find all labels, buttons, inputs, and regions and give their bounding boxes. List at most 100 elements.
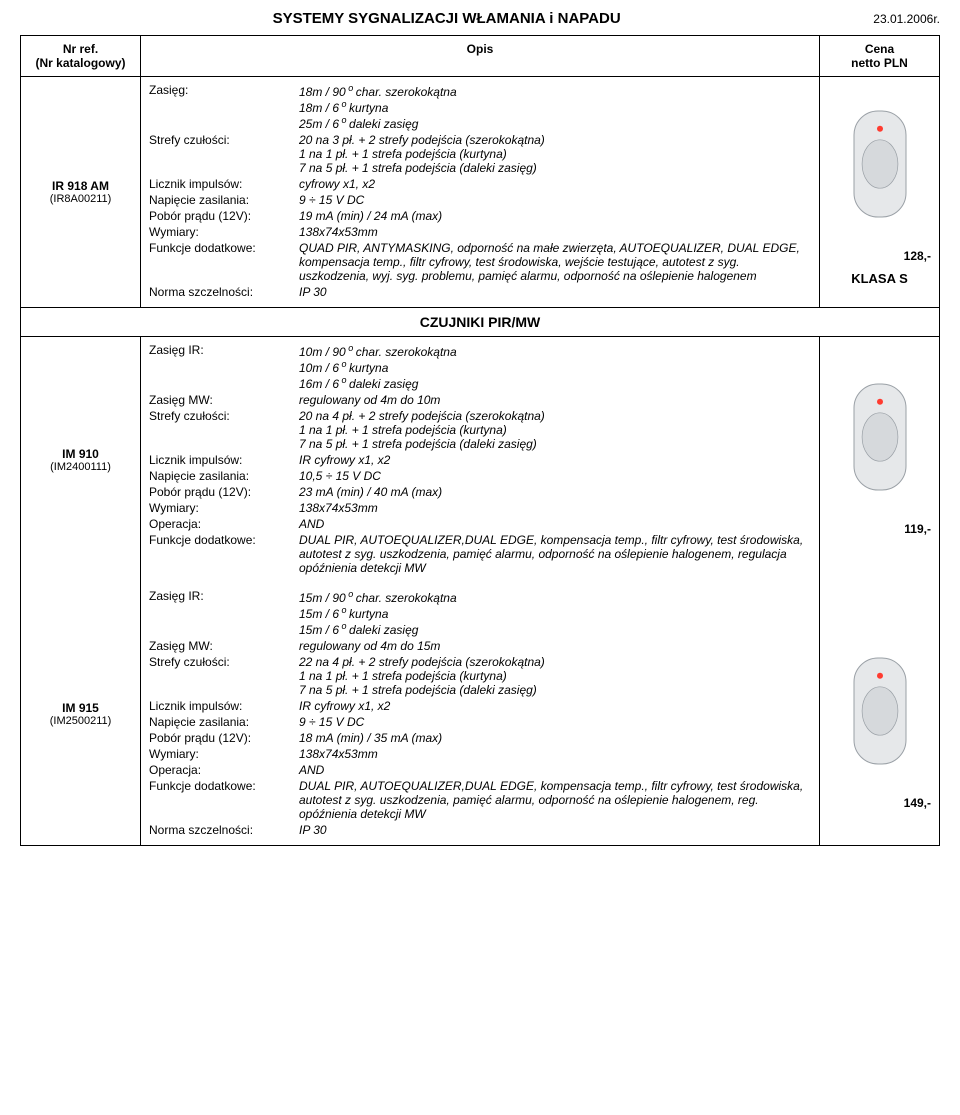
spec-row: Pobór prądu (12V):18 mA (min) / 35 mA (m… [149,731,811,745]
spec-value: IP 30 [299,285,811,299]
spec-row: Pobór prądu (12V):19 mA (min) / 24 mA (m… [149,209,811,223]
spec-row: Funkcje dodatkowe:DUAL PIR, AUTOEQUALIZE… [149,533,811,575]
spec-row: Norma szczelności:IP 30 [149,285,811,299]
spec-row: Licznik impulsów:IR cyfrowy x1, x2 [149,453,811,467]
spec-value: 20 na 3 pł. + 2 strefy podejścia (szerok… [299,133,811,175]
spec-value: 20 na 4 pł. + 2 strefy podejścia (szerok… [299,409,811,451]
spec-value: IR cyfrowy x1, x2 [299,699,811,713]
spec-label: Strefy czułości: [149,409,299,451]
sensor-icon [852,656,908,766]
col-desc-header: Opis [141,36,820,77]
spec-row: Funkcje dodatkowe:DUAL PIR, AUTOEQUALIZE… [149,779,811,821]
spec-label: Operacja: [149,517,299,531]
spec-label: Napięcie zasilania: [149,469,299,483]
spec-value: AND [299,517,811,531]
spec-value: 138x74x53mm [299,501,811,515]
spec-list: Zasięg IR:10m / 90 o char. szerokokątna1… [149,343,811,575]
doc-header: SYSTEMY SYGNALIZACJI WŁAMANIA i NAPADU 2… [20,10,940,27]
spec-value: 9 ÷ 15 V DC [299,715,811,729]
ref-main: IM 915 [29,701,132,715]
spec-label: Zasięg MW: [149,393,299,407]
spec-label: Norma szczelności: [149,823,299,837]
spec-label: Napięcie zasilania: [149,193,299,207]
spec-label: Strefy czułości: [149,655,299,697]
spec-value: cyfrowy x1, x2 [299,177,811,191]
spec-row: Strefy czułości:20 na 4 pł. + 2 strefy p… [149,409,811,451]
spec-value: IR cyfrowy x1, x2 [299,453,811,467]
spec-row: Operacja:AND [149,763,811,777]
price-cell: 119,- 149,- [820,337,940,846]
spec-value: 19 mA (min) / 24 mA (max) [299,209,811,223]
spec-row: Zasięg IR:10m / 90 o char. szerokokątna1… [149,343,811,391]
spec-row: Wymiary:138x74x53mm [149,747,811,761]
col-price-header: Cena netto PLN [820,36,940,77]
spec-value: 10m / 90 o char. szerokokątna10m / 6 o k… [299,343,811,391]
ref-main: IR 918 AM [29,179,132,193]
spec-value: DUAL PIR, AUTOEQUALIZER,DUAL EDGE, kompe… [299,779,811,821]
spec-value: 9 ÷ 15 V DC [299,193,811,207]
spec-label: Strefy czułości: [149,133,299,175]
sensor-icon [852,382,908,492]
spec-label: Licznik impulsów: [149,699,299,713]
col-price-l1: Cena [865,42,894,56]
spec-row: Operacja:AND [149,517,811,531]
spec-value: regulowany od 4m do 10m [299,393,811,407]
ref-sub: (IM2400111) [29,461,132,473]
spec-label: Licznik impulsów: [149,177,299,191]
spec-row: Norma szczelności:IP 30 [149,823,811,837]
ref-sub: (IM2500211) [29,715,132,727]
spec-row: Licznik impulsów:cyfrowy x1, x2 [149,177,811,191]
spec-label: Pobór prądu (12V): [149,731,299,745]
col-ref-l2: (Nr katalogowy) [35,56,125,70]
spec-label: Operacja: [149,763,299,777]
product-icon [828,656,931,766]
spec-row: Zasięg MW:regulowany od 4m do 10m [149,393,811,407]
price-value: 119,- [828,522,931,536]
spec-label: Zasięg: [149,83,299,131]
spec-label: Zasięg IR: [149,343,299,391]
spec-label: Wymiary: [149,747,299,761]
spec-row: Pobór prądu (12V):23 mA (min) / 40 mA (m… [149,485,811,499]
spec-value: regulowany od 4m do 15m [299,639,811,653]
ref-cell: IM 910 (IM2400111) [21,337,141,584]
doc-title: SYSTEMY SYGNALIZACJI WŁAMANIA i NAPADU [20,10,873,27]
spec-value: 18 mA (min) / 35 mA (max) [299,731,811,745]
product-icon [828,109,931,219]
spec-row: Funkcje dodatkowe:QUAD PIR, ANTYMASKING,… [149,241,811,283]
spec-label: Wymiary: [149,501,299,515]
spec-value: IP 30 [299,823,811,837]
ref-cell: IM 915 (IM2500211) [21,583,141,846]
section-title: CZUJNIKI PIR/MW [21,308,939,336]
catalog-row: IM 910 (IM2400111) Zasięg IR:10m / 90 o … [21,337,940,584]
spec-label: Norma szczelności: [149,285,299,299]
spec-label: Wymiary: [149,225,299,239]
spec-label: Zasięg MW: [149,639,299,653]
catalog-row: IR 918 AM (IR8A00211) Zasięg:18m / 90 o … [21,77,940,308]
spec-value: 15m / 90 o char. szerokokątna15m / 6 o k… [299,589,811,637]
spec-row: Wymiary:138x74x53mm [149,225,811,239]
ref-cell: IR 918 AM (IR8A00211) [21,77,141,308]
doc-date: 23.01.2006r. [873,12,940,26]
spec-row: Zasięg IR:15m / 90 o char. szerokokątna1… [149,589,811,637]
spec-label: Funkcje dodatkowe: [149,241,299,283]
ref-main: IM 910 [29,447,132,461]
section-row: CZUJNIKI PIR/MW [21,308,940,337]
col-price-l2: netto PLN [851,56,908,70]
spec-list: Zasięg:18m / 90 o char. szerokokątna18m … [149,83,811,299]
spec-value: 23 mA (min) / 40 mA (max) [299,485,811,499]
spec-value: 18m / 90 o char. szerokokątna18m / 6 o k… [299,83,811,131]
spec-row: Napięcie zasilania:9 ÷ 15 V DC [149,715,811,729]
price-cell: 128,- KLASA S [820,77,940,308]
catalog-row: IM 915 (IM2500211) Zasięg IR:15m / 90 o … [21,583,940,846]
spec-value: QUAD PIR, ANTYMASKING, odporność na małe… [299,241,811,283]
desc-cell: Zasięg:18m / 90 o char. szerokokątna18m … [141,77,820,308]
spec-row: Napięcie zasilania:10,5 ÷ 15 V DC [149,469,811,483]
desc-cell: Zasięg IR:15m / 90 o char. szerokokątna1… [141,583,820,846]
spec-value: DUAL PIR, AUTOEQUALIZER,DUAL EDGE, kompe… [299,533,811,575]
spec-row: Strefy czułości:20 na 3 pł. + 2 strefy p… [149,133,811,175]
spec-label: Zasięg IR: [149,589,299,637]
spec-list: Zasięg IR:15m / 90 o char. szerokokątna1… [149,589,811,837]
col-ref-header: Nr ref. (Nr katalogowy) [21,36,141,77]
spec-label: Funkcje dodatkowe: [149,533,299,575]
spec-row: Licznik impulsów:IR cyfrowy x1, x2 [149,699,811,713]
